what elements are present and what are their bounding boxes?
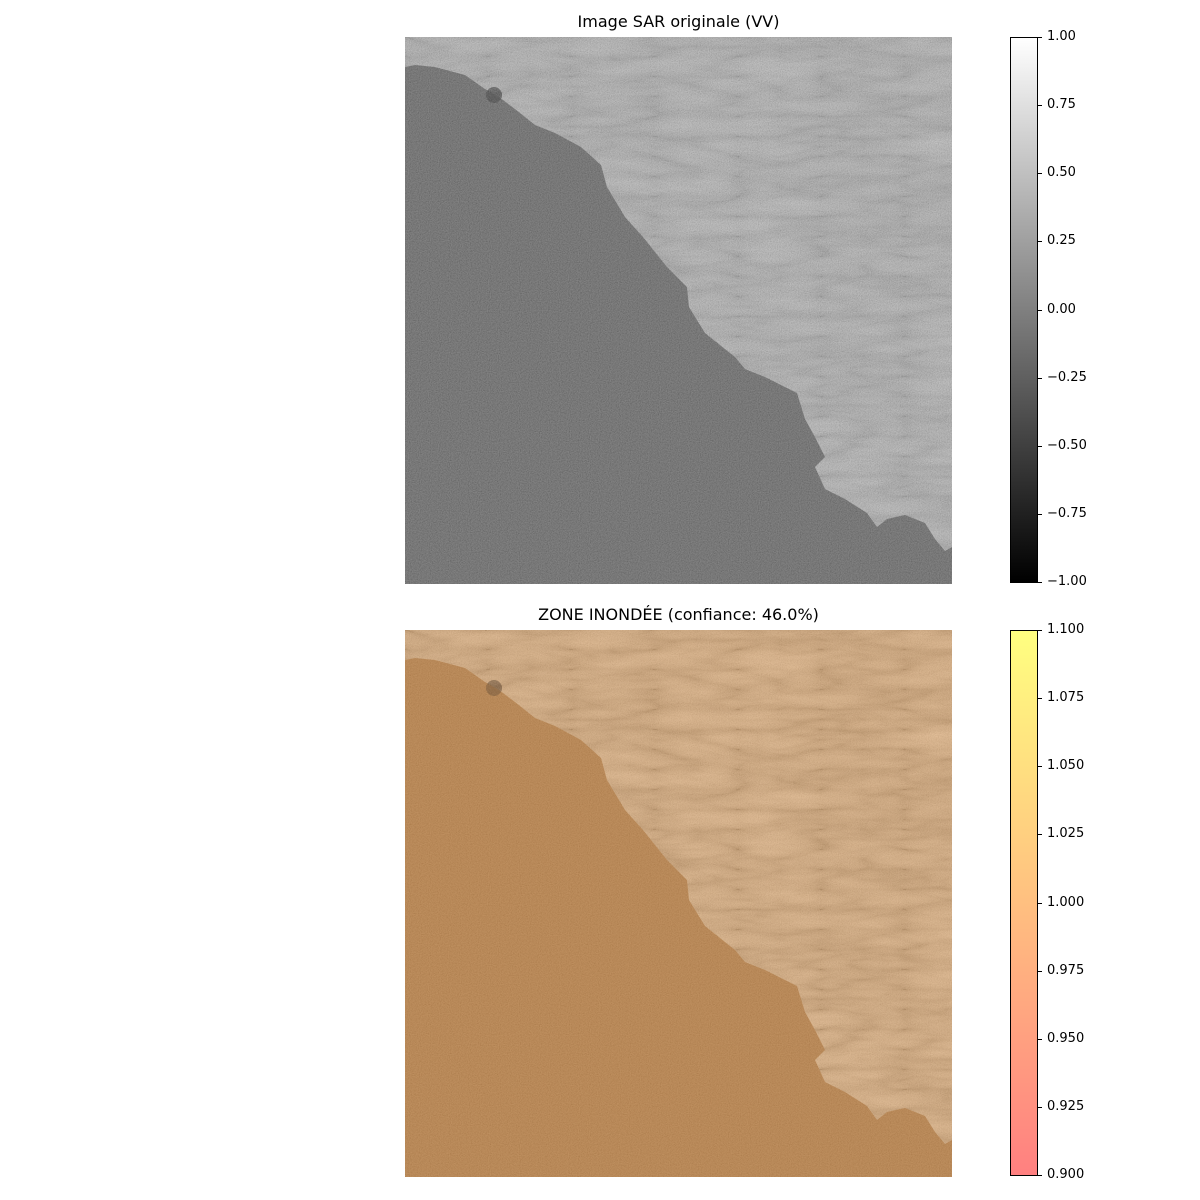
colorbar-tick-mark <box>1038 513 1042 515</box>
colorbar-tick-label: 0.00 <box>1047 301 1076 317</box>
flood-zone-title: ZONE INONDÉE (confiance: 46.0%) <box>538 605 819 624</box>
flood-zone-graphic <box>405 630 952 1177</box>
colorbar-tick-label: −1.00 <box>1047 574 1087 589</box>
flood-colorbar <box>1010 630 1038 1176</box>
colorbar-tick-label: 1.075 <box>1047 690 1085 706</box>
colorbar-tick-mark <box>1038 698 1042 700</box>
colorbar-tick-label: 1.100 <box>1047 622 1085 637</box>
colorbar-tick-label: 0.25 <box>1047 233 1076 249</box>
colorbar-tick-label: 0.975 <box>1047 962 1085 978</box>
colorbar-tick-mark <box>1038 37 1042 38</box>
sar-image-title: Image SAR originale (VV) <box>577 12 780 31</box>
colorbar-tick-label: 1.00 <box>1047 29 1076 44</box>
colorbar-tick-label: 0.75 <box>1047 97 1076 113</box>
colorbar-tick-mark <box>1038 1175 1042 1176</box>
flood-zone-image <box>405 630 952 1177</box>
colorbar-tick-mark <box>1038 1106 1042 1108</box>
colorbar-tick-mark <box>1038 1038 1042 1040</box>
colorbar-tick-label: −0.25 <box>1047 369 1087 385</box>
speckle-noise <box>405 37 952 584</box>
colorbar-tick-label: −0.75 <box>1047 505 1087 521</box>
sar-image-graphic <box>405 37 952 584</box>
sar-colorbar <box>1010 37 1038 583</box>
colorbar-tick-mark <box>1038 241 1042 243</box>
colorbar-tick-mark <box>1038 582 1042 583</box>
colorbar-tick-mark <box>1038 766 1042 768</box>
colorbar-tick-mark <box>1038 377 1042 379</box>
colorbar-tick-mark <box>1038 173 1042 175</box>
colorbar-tick-mark <box>1038 309 1042 311</box>
colorbar-tick-mark <box>1038 445 1042 447</box>
colorbar-tick-mark <box>1038 902 1042 904</box>
colorbar-tick-mark <box>1038 630 1042 631</box>
sar-image <box>405 37 952 584</box>
colorbar-tick-label: 1.050 <box>1047 758 1085 774</box>
colorbar-tick-label: 1.000 <box>1047 894 1085 910</box>
colorbar-tick-label: 0.925 <box>1047 1098 1085 1114</box>
colorbar-tick-label: 0.950 <box>1047 1030 1085 1046</box>
colorbar-tick-mark <box>1038 970 1042 972</box>
colorbar-tick-label: 1.025 <box>1047 826 1085 842</box>
speckle-noise <box>405 630 952 1177</box>
colorbar-tick-label: 0.900 <box>1047 1167 1085 1182</box>
colorbar-tick-label: 0.50 <box>1047 165 1076 181</box>
colorbar-tick-label: −0.50 <box>1047 437 1087 453</box>
colorbar-tick-mark <box>1038 105 1042 107</box>
colorbar-tick-mark <box>1038 834 1042 836</box>
